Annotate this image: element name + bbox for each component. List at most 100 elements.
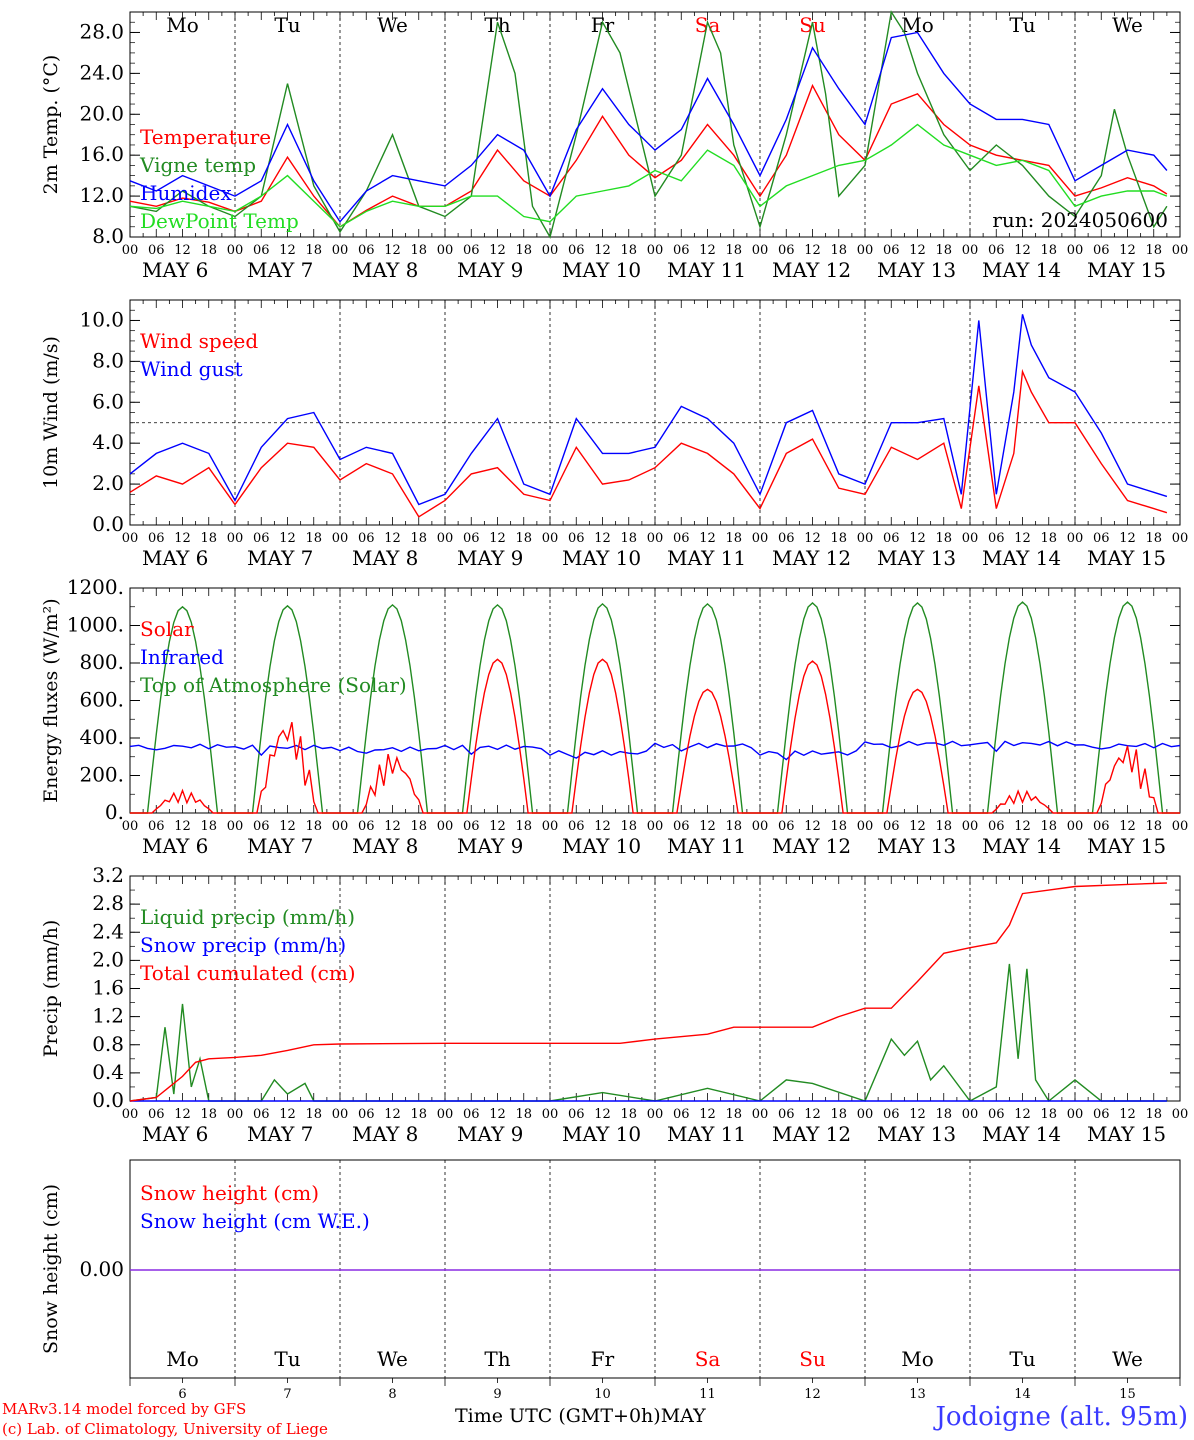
day-label: Mo xyxy=(166,13,199,37)
x-hour-label: 06 xyxy=(463,819,480,834)
x-hour-label: 06 xyxy=(778,531,795,546)
y-tick-label: 600. xyxy=(79,688,124,712)
x-hour-label: 06 xyxy=(988,243,1005,258)
x-date-label: MAY 14 xyxy=(982,258,1061,282)
x-hour-label: 18 xyxy=(305,819,322,834)
x-date-label: MAY 9 xyxy=(457,258,523,282)
x-date-label: MAY 14 xyxy=(982,1122,1061,1146)
x-hour-label: 00 xyxy=(542,1107,559,1122)
series-vigne-temp-line xyxy=(129,10,1168,239)
x-hour-label: 18 xyxy=(515,819,532,834)
x-hour-label: 12 xyxy=(489,243,506,258)
x-hour-label: 18 xyxy=(410,531,427,546)
x-hour-label: 18 xyxy=(200,819,217,834)
x-hour-label: 00 xyxy=(647,819,664,834)
x-hour-label: 00 xyxy=(437,243,454,258)
x-hour-label: 00 xyxy=(857,531,874,546)
x-hour-label: 12 xyxy=(804,819,821,834)
x-date-label: MAY 7 xyxy=(247,546,313,570)
x-hour-label: 12 xyxy=(174,819,191,834)
x-hour-label: 12 xyxy=(699,531,716,546)
x-date-label: MAY 10 xyxy=(562,834,641,858)
x-hour-label: 06 xyxy=(988,531,1005,546)
x-hour-label: 12 xyxy=(1119,1107,1136,1122)
x-hour-label: 06 xyxy=(148,243,165,258)
x-hour-label: 18 xyxy=(410,243,427,258)
x-hour-label: 06 xyxy=(883,531,900,546)
y-tick-label: 0. xyxy=(105,800,124,824)
x-hour-label: 06 xyxy=(883,1107,900,1122)
legend-energy-0: Solar xyxy=(140,617,194,641)
x-hour-label: 00 xyxy=(647,243,664,258)
x-hour-label: 00 xyxy=(332,243,349,258)
x-hour-label: 06 xyxy=(463,1107,480,1122)
x-hour-label: 12 xyxy=(909,819,926,834)
x-date-label: MAY 12 xyxy=(772,1122,851,1146)
y-tick-label: 3.2 xyxy=(92,863,124,887)
x-date-label: MAY 6 xyxy=(142,546,208,570)
x-date-label: MAY 9 xyxy=(457,834,523,858)
x-hour-label: 00 xyxy=(857,819,874,834)
x-hour-label: 06 xyxy=(463,243,480,258)
x-hour-label: 00 xyxy=(962,1107,979,1122)
x-hour-label: 00 xyxy=(647,531,664,546)
x-date-label: MAY 10 xyxy=(562,546,641,570)
x-hour-label: 12 xyxy=(489,1107,506,1122)
x-day-number: 8 xyxy=(388,1387,396,1402)
day-label: We xyxy=(1112,1347,1143,1371)
legend-temp-3: DewPoint Temp xyxy=(140,209,299,233)
x-hour-label: 12 xyxy=(489,819,506,834)
x-hour-label: 18 xyxy=(200,531,217,546)
legend-precip-0: Liquid precip (mm/h) xyxy=(140,905,355,929)
x-hour-label: 06 xyxy=(673,243,690,258)
x-hour-label: 06 xyxy=(778,243,795,258)
x-hour-label: 06 xyxy=(568,1107,585,1122)
x-hour-label: 06 xyxy=(253,819,270,834)
panel-2-frame xyxy=(129,587,1181,814)
y-axis-label-snow: Snow height (cm) xyxy=(40,1184,62,1354)
legend-temp-0: Temperature xyxy=(140,125,271,149)
x-date-label: MAY 13 xyxy=(877,258,956,282)
x-hour-label: 06 xyxy=(568,531,585,546)
x-date-label: MAY 8 xyxy=(352,1122,418,1146)
day-label: Tu xyxy=(274,1347,300,1371)
x-hour-label: 18 xyxy=(935,243,952,258)
x-hour-label: 00 xyxy=(542,531,559,546)
x-hour-label: 00 xyxy=(1172,531,1189,546)
x-hour-label: 18 xyxy=(620,531,637,546)
x-hour-label: 00 xyxy=(227,1107,244,1122)
x-hour-label: 18 xyxy=(200,243,217,258)
day-label: We xyxy=(377,1347,408,1371)
x-hour-label: 06 xyxy=(988,1107,1005,1122)
x-hour-label: 18 xyxy=(305,1107,322,1122)
x-date-label: MAY 11 xyxy=(667,258,746,282)
x-hour-label: 18 xyxy=(725,243,742,258)
station-name: Jodoigne (alt. 95m) xyxy=(935,1402,1188,1432)
x-hour-label: 18 xyxy=(935,1107,952,1122)
x-hour-label: 06 xyxy=(1093,243,1110,258)
day-label: Mo xyxy=(166,1347,199,1371)
x-hour-label: 06 xyxy=(1093,1107,1110,1122)
x-hour-label: 18 xyxy=(830,531,847,546)
day-label: Th xyxy=(484,1347,510,1371)
x-date-label: MAY 7 xyxy=(247,1122,313,1146)
x-date-label: MAY 8 xyxy=(352,546,418,570)
x-hour-label: 00 xyxy=(437,1107,454,1122)
x-hour-label: 12 xyxy=(909,531,926,546)
legend-precip-2: Total cumulated (cm) xyxy=(140,961,356,985)
y-tick-label: 8.0 xyxy=(92,224,124,248)
x-hour-label: 06 xyxy=(673,1107,690,1122)
y-tick-label: 0.0 xyxy=(92,512,124,536)
y-tick-label: 200. xyxy=(79,763,124,787)
x-hour-label: 06 xyxy=(673,531,690,546)
x-hour-label: 18 xyxy=(1145,243,1162,258)
x-day-number: 9 xyxy=(493,1387,501,1402)
x-hour-label: 18 xyxy=(1145,1107,1162,1122)
legend-precip-1: Snow precip (mm/h) xyxy=(140,933,346,957)
x-date-label: MAY 9 xyxy=(457,1122,523,1146)
time-unit-label: Time UTC (GMT+0h) xyxy=(455,1405,661,1427)
y-tick-label: 8.0 xyxy=(92,348,124,372)
x-hour-label: 12 xyxy=(279,819,296,834)
x-hour-label: 18 xyxy=(830,819,847,834)
y-tick-label: 400. xyxy=(79,725,124,749)
